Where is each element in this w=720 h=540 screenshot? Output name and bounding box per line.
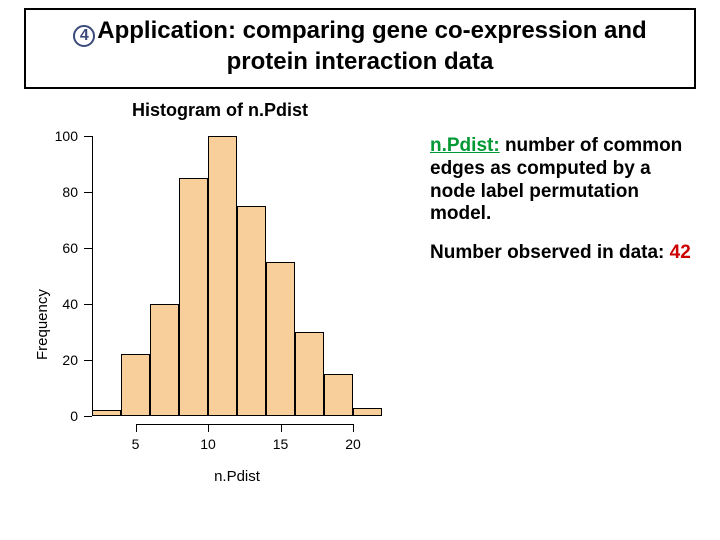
description-box: n.Pdist: number of common edges as compu… — [430, 135, 700, 281]
y-tick — [84, 136, 92, 137]
histogram-bar — [92, 410, 121, 416]
circled-number-icon: 4 — [73, 25, 95, 47]
y-tick-label: 60 — [38, 240, 78, 256]
observed-label: Number observed in data: — [430, 242, 670, 263]
chart-title: Histogram of n.Pdist — [20, 100, 420, 121]
x-tick — [136, 424, 137, 432]
histogram-bar — [179, 178, 208, 416]
x-tick-label: 15 — [273, 436, 289, 452]
x-tick — [208, 424, 209, 432]
x-tick-label: 20 — [345, 436, 361, 452]
y-tick-label: 0 — [38, 408, 78, 424]
histogram-bar — [208, 136, 237, 416]
histogram-bar — [324, 374, 353, 416]
x-tick — [353, 424, 354, 432]
histogram-bar — [295, 332, 324, 416]
y-tick — [84, 416, 92, 417]
y-axis-label: Frequency — [34, 289, 51, 360]
title-text-1: Application: comparing gene co-expressio… — [97, 17, 646, 44]
x-tick-label: 10 — [200, 436, 216, 452]
title-line-1: 4Application: comparing gene co-expressi… — [38, 16, 682, 47]
x-tick-label: 5 — [132, 436, 140, 452]
y-tick — [84, 304, 92, 305]
plot-region — [92, 136, 382, 416]
title-text-2: protein interaction data — [38, 47, 682, 77]
histogram-bar — [266, 262, 295, 416]
y-tick-label: 100 — [38, 128, 78, 144]
y-tick — [84, 360, 92, 361]
description-paragraph-2: Number observed in data: 42 — [430, 242, 700, 265]
term-label: n.Pdist: — [430, 135, 500, 156]
y-tick — [84, 248, 92, 249]
histogram-chart: Histogram of n.Pdist 0204060801005101520… — [20, 100, 420, 500]
x-axis-label: n.Pdist — [92, 468, 382, 485]
x-axis-baseline — [136, 424, 354, 425]
description-paragraph-1: n.Pdist: number of common edges as compu… — [430, 135, 700, 226]
histogram-bar — [150, 304, 179, 416]
histogram-bar — [237, 206, 266, 416]
y-tick — [84, 192, 92, 193]
observed-value: 42 — [670, 242, 691, 263]
x-tick — [281, 424, 282, 432]
y-axis-line — [92, 136, 93, 416]
y-tick-label: 80 — [38, 184, 78, 200]
title-box: 4Application: comparing gene co-expressi… — [24, 8, 696, 89]
histogram-bar — [121, 354, 150, 416]
histogram-bar — [353, 408, 382, 416]
